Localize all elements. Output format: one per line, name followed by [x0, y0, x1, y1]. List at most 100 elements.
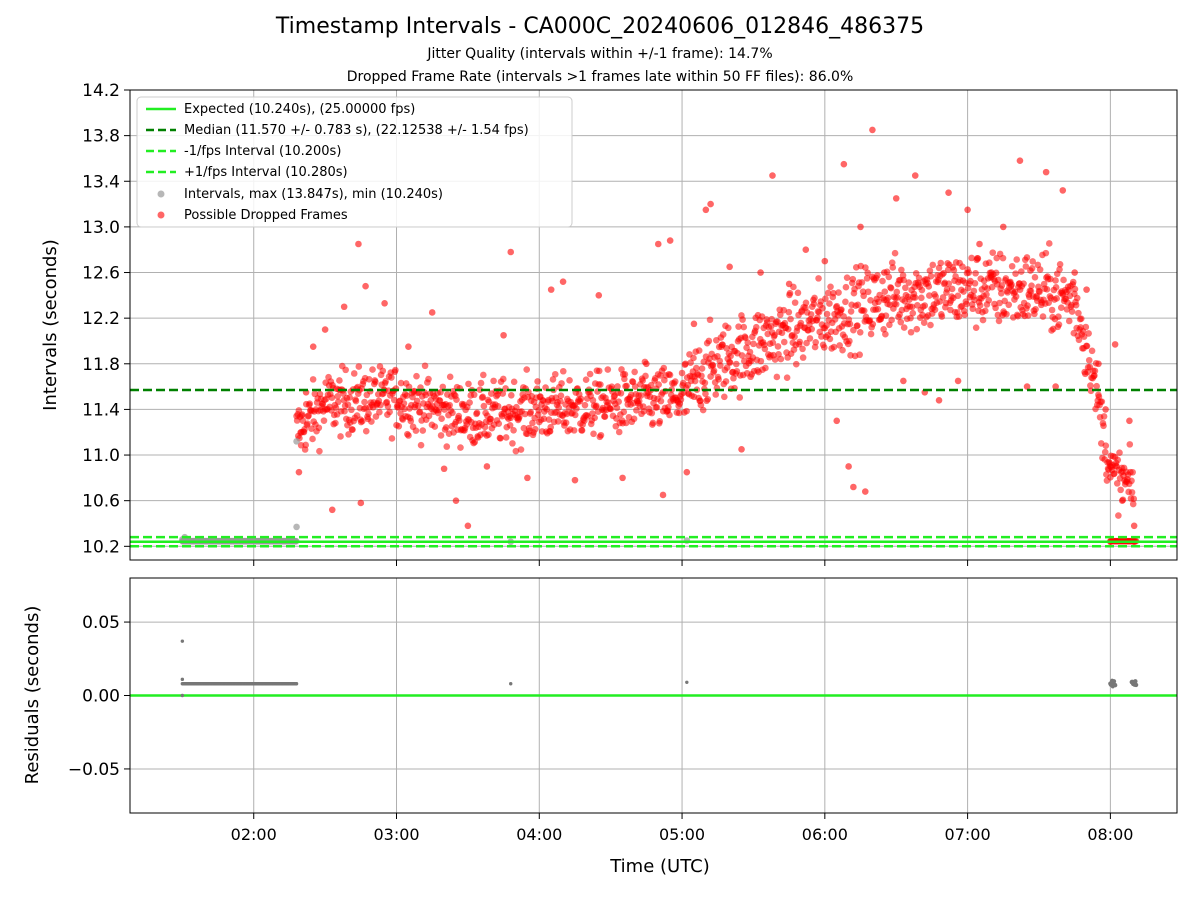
dropped-frame-point	[309, 435, 316, 443]
dropped-frame-point	[487, 415, 495, 423]
dropped-frame-point	[510, 426, 517, 434]
dropped-frame-point	[597, 431, 605, 439]
dropped-frame-point	[648, 409, 656, 417]
dropped-frame-point	[726, 359, 734, 366]
dropped-frame-point	[1013, 256, 1021, 263]
dropped-frame-point	[882, 312, 890, 319]
x-tick-label: 08:00	[1087, 825, 1133, 844]
dropped-frame-point	[735, 323, 742, 330]
dropped-frame-point	[719, 331, 727, 338]
dropped-frame-point	[1060, 276, 1067, 284]
dropped-frame-point	[328, 394, 336, 401]
dropped-frame-point	[925, 283, 933, 290]
dropped-frame-point	[784, 325, 792, 333]
dropped-frame-point	[706, 316, 714, 324]
dropped-frame-point	[948, 285, 956, 293]
dropped-frame-point	[1087, 382, 1094, 389]
dropped-frame-point	[642, 372, 649, 380]
dropped-frame-point	[1056, 261, 1064, 268]
residual-point	[180, 639, 185, 643]
dropped-frame-point	[470, 391, 478, 399]
dropped-frame-point	[864, 269, 871, 277]
dropped-frame-point	[443, 443, 451, 450]
dropped-frame-point	[507, 248, 515, 256]
dropped-frame-point	[597, 381, 604, 388]
dropped-frame-point	[968, 254, 975, 262]
dropped-frame-point	[480, 402, 488, 410]
dropped-frame-point	[846, 337, 853, 345]
dropped-frame-point	[535, 407, 543, 414]
dropped-frame-point	[477, 379, 485, 387]
dropped-frame-point	[965, 269, 973, 276]
residual-point	[180, 693, 185, 698]
dropped-frame-point	[826, 335, 834, 343]
y-tick-label-top: 10.2	[82, 537, 120, 557]
dropped-frame-point	[666, 371, 674, 379]
dropped-frame-point	[1052, 383, 1059, 390]
dropped-frame-point	[562, 419, 570, 426]
dropped-frame-point	[854, 322, 861, 329]
dropped-frame-point	[390, 396, 398, 404]
dropped-frame-point	[1088, 347, 1096, 355]
top-panel-frame	[129, 89, 1178, 561]
dropped-frame-point	[1052, 284, 1060, 291]
dropped-frame-point	[640, 408, 648, 415]
dropped-frame-point	[970, 287, 978, 295]
dropped-frame-point	[409, 393, 416, 401]
dropped-frame-point	[392, 366, 399, 374]
dropped-frame-point	[1032, 305, 1039, 313]
interval-scatter-dense	[179, 240, 1140, 545]
dropped-frame-point	[665, 403, 672, 411]
dropped-frame-point	[1004, 289, 1011, 296]
dropped-frame-point	[699, 406, 707, 414]
dropped-frame-point	[799, 345, 806, 353]
dropped-frame-point	[381, 300, 388, 307]
dropped-frame-point	[884, 294, 892, 302]
dropped-frame-point	[452, 497, 460, 504]
dropped-frame-point	[893, 288, 901, 296]
dropped-frame-point	[543, 405, 551, 413]
dropped-frame-point	[547, 423, 555, 431]
x-axis: 02:00 03:00 04:00 05:00 06:00 07:00 08:00	[231, 560, 1133, 844]
y-tick-label-bottom: −0.05	[68, 760, 120, 780]
dropped-frame-point	[915, 274, 923, 282]
dropped-frame-point	[425, 412, 433, 420]
dropped-frame-point	[785, 280, 793, 288]
dropped-frame-point	[497, 435, 504, 442]
dropped-frame-point	[400, 400, 408, 407]
dropped-frame-point	[372, 378, 379, 386]
dropped-frame-point	[499, 390, 507, 397]
dropped-frame-point	[806, 335, 814, 342]
dropped-frame-point	[377, 401, 384, 409]
dropped-frame-point	[659, 491, 667, 499]
dropped-frame-point	[1048, 306, 1056, 314]
dropped-frame-point	[581, 401, 589, 409]
dropped-frame-point	[935, 396, 943, 404]
dropped-frame-point	[726, 263, 733, 271]
dropped-frame-point	[1024, 302, 1031, 309]
dropped-frame-point	[960, 288, 967, 295]
x-tick-label: 03:00	[373, 825, 419, 844]
dropped-frame-point	[346, 394, 353, 401]
dropped-frame-point	[927, 272, 935, 280]
dropped-frame-point	[466, 399, 473, 406]
dropped-frame-point	[757, 357, 765, 365]
dropped-frame-point	[999, 254, 1007, 262]
dropped-frame-point	[982, 307, 989, 315]
legend: Expected (10.240s), (25.00000 fps) Media…	[136, 96, 573, 228]
legend-label-median: Median (11.570 +/- 0.783 s), (22.12538 +…	[184, 123, 529, 138]
dropped-frame-point	[857, 223, 864, 231]
dropped-frame-point	[619, 474, 626, 482]
dropped-frame-point	[304, 420, 311, 428]
dropped-frame-point	[613, 404, 621, 412]
dropped-frame-point	[545, 416, 553, 423]
dropped-frame-point	[937, 259, 945, 267]
dropped-frame-point	[845, 463, 852, 470]
dropped-frame-point	[362, 282, 369, 290]
dropped-frame-point	[900, 276, 907, 284]
dropped-frame-point	[675, 409, 683, 417]
dropped-frame-point	[413, 397, 421, 405]
dropped-frame-point	[1075, 336, 1083, 344]
dropped-frame-point	[349, 426, 356, 433]
dropped-frame-point	[701, 379, 709, 387]
